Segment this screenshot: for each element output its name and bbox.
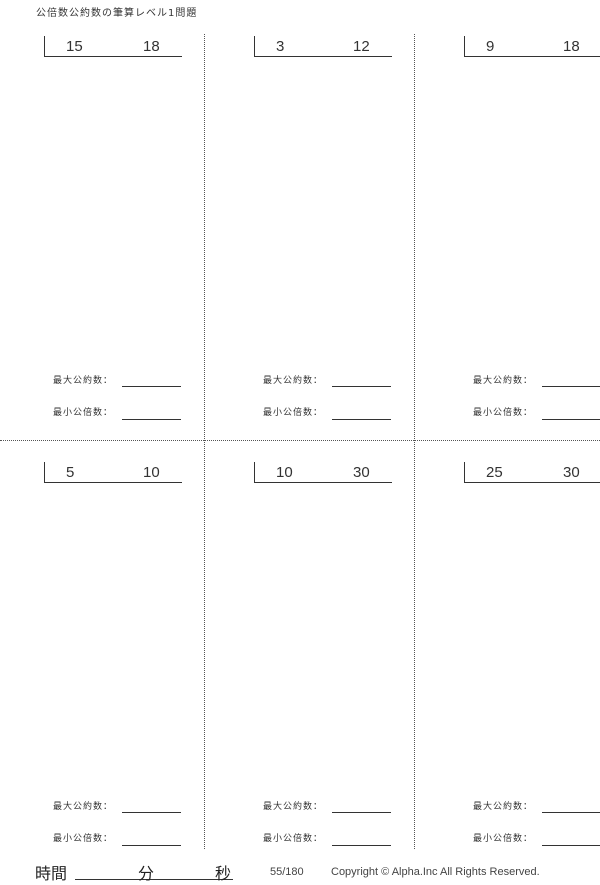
lcm-answer-line[interactable] — [332, 419, 391, 420]
lcm-answer-line[interactable] — [542, 845, 600, 846]
number-a: 25 — [486, 464, 503, 481]
lcm-answer-line[interactable] — [542, 419, 600, 420]
division-bracket — [44, 462, 182, 483]
gcd-answer-line[interactable] — [542, 386, 600, 387]
problem: 25 30 最大公約数： 最小公倍数： — [420, 462, 600, 862]
gcd-label: 最大公約数： — [473, 802, 534, 812]
worksheet-title: 公倍数公約数の筆算レベル1問題 — [36, 8, 198, 19]
number-b: 12 — [353, 38, 370, 55]
division-bracket — [254, 36, 392, 57]
number-a: 3 — [276, 38, 285, 55]
number-a: 9 — [486, 38, 495, 55]
number-b: 30 — [563, 464, 580, 481]
problem: 15 18 最大公約数： 最小公倍数： — [0, 36, 210, 436]
gcd-label: 最大公約数： — [263, 376, 324, 386]
page-number: 55/180 — [270, 866, 304, 878]
column-divider — [204, 34, 205, 849]
column-divider — [414, 34, 415, 849]
gcd-answer-line[interactable] — [122, 812, 181, 813]
division-bracket — [44, 36, 182, 57]
lcm-label: 最小公倍数： — [263, 834, 324, 844]
lcm-label: 最小公倍数： — [473, 834, 534, 844]
gcd-label: 最大公約数： — [263, 802, 324, 812]
gcd-answer-line[interactable] — [122, 386, 181, 387]
lcm-answer-line[interactable] — [332, 845, 391, 846]
lcm-label: 最小公倍数： — [53, 834, 114, 844]
problem: 9 18 最大公約数： 最小公倍数： — [420, 36, 600, 436]
gcd-label: 最大公約数： — [53, 802, 114, 812]
problem: 10 30 最大公約数： 最小公倍数： — [210, 462, 420, 862]
lcm-answer-line[interactable] — [122, 419, 181, 420]
time-label: 時間 — [35, 864, 68, 883]
copyright: Copyright © Alpha.Inc All Rights Reserve… — [331, 866, 540, 878]
number-b: 30 — [353, 464, 370, 481]
number-a: 15 — [66, 38, 83, 55]
number-b: 18 — [563, 38, 580, 55]
number-a: 10 — [276, 464, 293, 481]
lcm-answer-line[interactable] — [122, 845, 181, 846]
division-bracket — [254, 462, 392, 483]
number-b: 18 — [143, 38, 160, 55]
number-a: 5 — [66, 464, 75, 481]
lcm-label: 最小公倍数： — [53, 408, 114, 418]
gcd-label: 最大公約数： — [53, 376, 114, 386]
problem: 5 10 最大公約数： 最小公倍数： — [0, 462, 210, 862]
gcd-answer-line[interactable] — [332, 812, 391, 813]
gcd-answer-line[interactable] — [332, 386, 391, 387]
lcm-label: 最小公倍数： — [263, 408, 324, 418]
gcd-label: 最大公約数： — [473, 376, 534, 386]
gcd-answer-line[interactable] — [542, 812, 600, 813]
number-b: 10 — [143, 464, 160, 481]
division-bracket — [464, 462, 600, 483]
problem: 3 12 最大公約数： 最小公倍数： — [210, 36, 420, 436]
row-divider — [0, 440, 600, 441]
seconds-label: 秒 — [215, 864, 232, 883]
division-bracket — [464, 36, 600, 57]
time-underline — [75, 879, 233, 880]
minutes-label: 分 — [138, 864, 155, 883]
lcm-label: 最小公倍数： — [473, 408, 534, 418]
